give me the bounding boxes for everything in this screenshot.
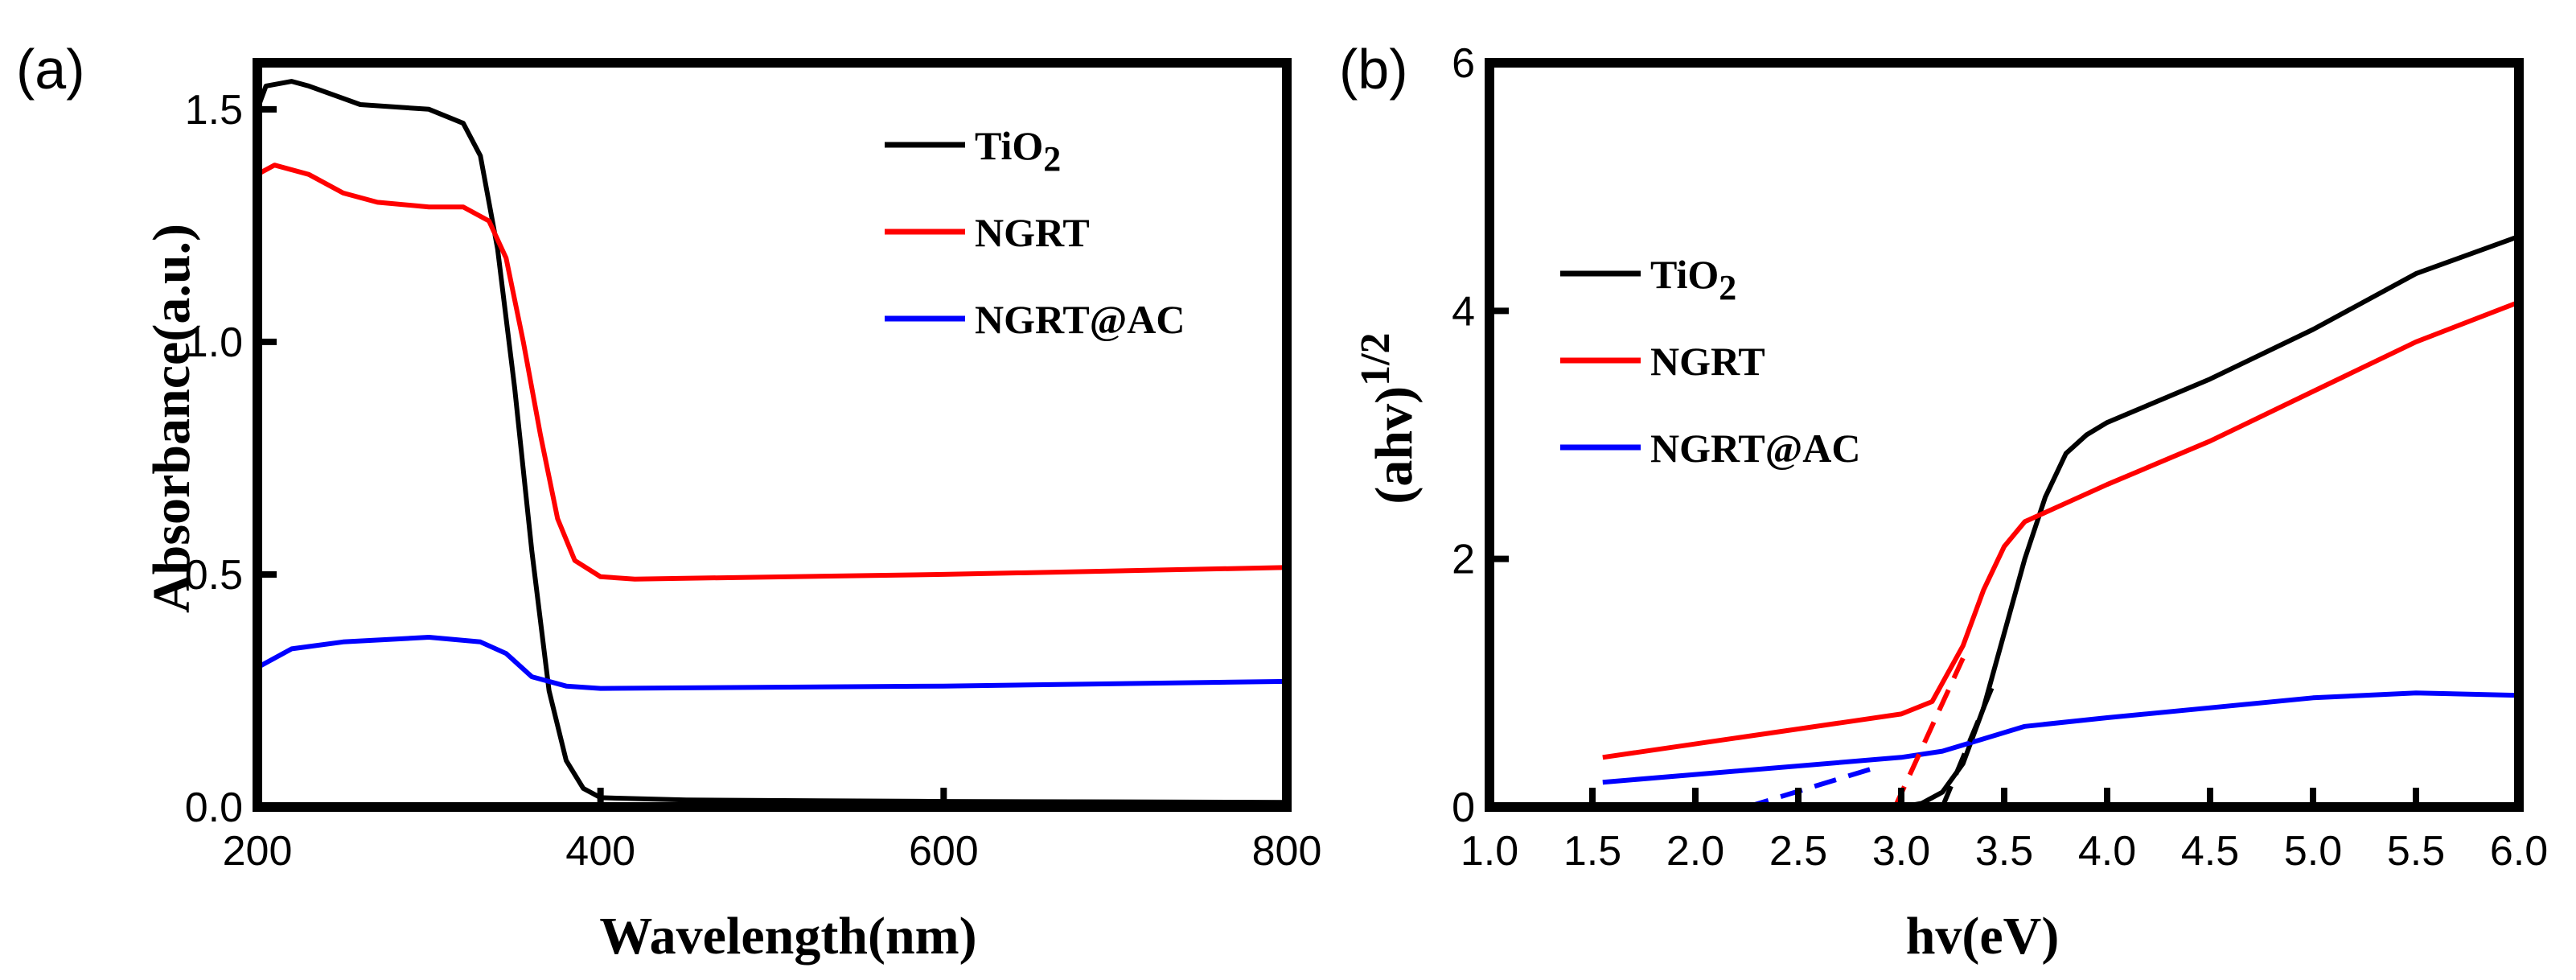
legend-label-main: NGRT@AC — [1650, 426, 1860, 471]
x-tick-label-b: 1.0 — [1461, 828, 1518, 875]
series-line-b-ngrt — [1602, 299, 2521, 760]
legend-label-b: TiO2 — [1650, 252, 1736, 307]
fit-line-tio2 — [1940, 681, 1996, 809]
y-tick-label-a: 1.0 — [185, 319, 243, 366]
series-line-a-tio2 — [255, 79, 1288, 805]
y-axis-label-b-main: (ahv) — [1365, 386, 1424, 504]
plot-frame-a — [253, 58, 1292, 812]
x-tick-label-a: 400 — [565, 828, 635, 875]
x-tick-label-b: 4.5 — [2181, 828, 2239, 875]
legend-label-b: NGRT — [1650, 339, 1765, 384]
legend-label-a: TiO2 — [975, 123, 1061, 179]
x-axis-label-a: Wavelength(nm) — [599, 907, 976, 966]
x-tick-label-b: 3.5 — [1975, 828, 2033, 875]
legend-label-main: NGRT — [975, 210, 1090, 255]
x-tick-label-a: 600 — [909, 828, 979, 875]
x-tick-label-b: 6.0 — [2490, 828, 2548, 875]
y-tick-label-b: 6 — [1452, 40, 1475, 87]
y-tick-label-a: 1.5 — [185, 87, 243, 134]
series-line-a-ngrtac — [256, 635, 1288, 691]
legend-label-main: NGRT — [1650, 339, 1765, 384]
y-axis-label-b-sup: 1/2 — [1353, 332, 1399, 385]
legend-label-b: NGRT@AC — [1650, 426, 1860, 471]
series-line-b-ngrtac — [1602, 690, 2520, 785]
legend-label-main: NGRT@AC — [975, 297, 1185, 342]
y-axis-label-b: (ahv)1/2 — [1353, 332, 1424, 504]
y-tick-label-a: 0.5 — [185, 552, 243, 599]
y-tick-label-b: 4 — [1452, 288, 1475, 335]
series-line-a-ngrt — [256, 163, 1288, 582]
panel-label-b: (b) — [1339, 38, 1408, 101]
legend-label-main: TiO — [975, 123, 1043, 168]
x-tick-label-b: 5.0 — [2284, 828, 2342, 875]
x-tick-label-b: 4.0 — [2078, 828, 2136, 875]
legend-label-a: NGRT — [975, 210, 1090, 255]
legend-label-a: NGRT@AC — [975, 297, 1185, 342]
fit-line-ngrtac — [1746, 764, 1882, 809]
x-tick-label-b: 3.0 — [1872, 828, 1930, 875]
x-axis-label-b: hv(eV) — [1906, 907, 2060, 966]
panel-label-a: (a) — [16, 38, 85, 101]
panel-a-absorbance-chart: (a) Wavelength(nm) Absorbance(a.u.) 200 4… — [16, 38, 1321, 966]
y-tick-label-b: 0 — [1452, 784, 1475, 831]
x-tick-label-a: 200 — [223, 828, 293, 875]
x-tick-label-b: 5.5 — [2387, 828, 2445, 875]
y-axis-label-a: Absorbance(a.u.) — [142, 224, 201, 613]
x-tick-label-b: 2.5 — [1769, 828, 1827, 875]
legend-label-sub: 2 — [1719, 268, 1736, 307]
x-tick-label-a: 800 — [1252, 828, 1322, 875]
fit-line-ngrt — [1892, 657, 1966, 809]
x-tick-label-b: 2.0 — [1666, 828, 1724, 875]
panel-b-tauc-plot: (b) hv(eV) (ahv)1/2 1.0 1.5 2.0 2.5 3.0 3.5 4.… — [1339, 38, 2548, 966]
series-line-b-tio2 — [1613, 233, 2521, 809]
x-tick-label-b: 1.5 — [1563, 828, 1621, 875]
y-tick-label-b: 2 — [1452, 537, 1475, 583]
legend-label-main: TiO — [1650, 252, 1719, 297]
y-tick-label-a: 0.0 — [185, 784, 243, 831]
legend-label-sub: 2 — [1043, 139, 1061, 179]
